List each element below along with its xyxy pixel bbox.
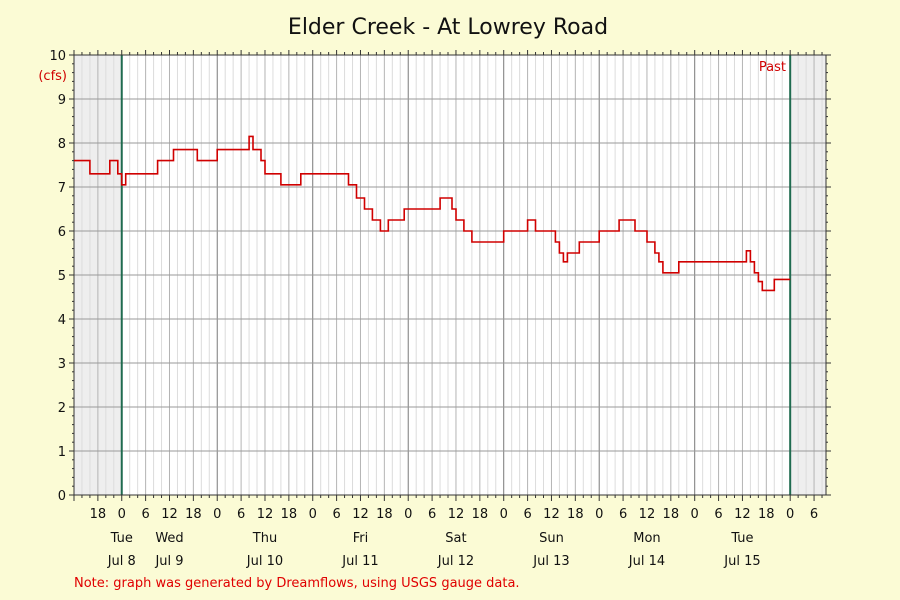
chart-title: Elder Creek - At Lowrey Road xyxy=(288,15,608,40)
y-tick-label: 2 xyxy=(58,401,66,416)
x-day-label: Thu xyxy=(252,531,277,546)
x-day-label: Wed xyxy=(155,531,183,546)
x-date-label: Jul 9 xyxy=(154,554,183,569)
x-hour-label: 0 xyxy=(118,507,126,522)
x-date-label: Jul 11 xyxy=(341,554,378,569)
x-hour-label: 18 xyxy=(376,507,393,522)
x-hour-label: 12 xyxy=(734,507,751,522)
x-date-label: Jul 13 xyxy=(532,554,569,569)
y-tick-label: 0 xyxy=(58,489,66,504)
x-hour-label: 0 xyxy=(309,507,317,522)
y-tick-label: 5 xyxy=(58,269,66,284)
x-day-label: Tue xyxy=(730,531,753,546)
footnote: Note: graph was generated by Dreamflows,… xyxy=(74,576,520,591)
x-hour-label: 6 xyxy=(141,507,149,522)
y-tick-label: 9 xyxy=(58,93,66,108)
y-tick-label: 10 xyxy=(49,49,66,64)
x-day-label: Tue xyxy=(110,531,133,546)
x-hour-label: 12 xyxy=(161,507,178,522)
x-hour-label: 0 xyxy=(691,507,699,522)
x-hour-label: 18 xyxy=(758,507,775,522)
x-date-label: Jul 10 xyxy=(246,554,283,569)
x-hour-label: 12 xyxy=(639,507,656,522)
x-hour-label: 0 xyxy=(404,507,412,522)
x-hour-label: 6 xyxy=(332,507,340,522)
x-hour-label: 18 xyxy=(472,507,489,522)
x-hour-label: 18 xyxy=(281,507,298,522)
x-day-label: Sat xyxy=(445,531,466,546)
x-day-label: Sun xyxy=(539,531,564,546)
x-hour-label: 18 xyxy=(567,507,584,522)
y-axis-unit-label: (cfs) xyxy=(38,69,67,84)
y-tick-label: 3 xyxy=(58,357,66,372)
y-tick-label: 6 xyxy=(58,225,66,240)
x-hour-label: 0 xyxy=(213,507,221,522)
x-date-label: Jul 8 xyxy=(107,554,136,569)
x-hour-label: 18 xyxy=(90,507,107,522)
plot-frame xyxy=(73,54,827,496)
x-hour-label: 18 xyxy=(663,507,680,522)
x-date-label: Jul 14 xyxy=(628,554,665,569)
x-hour-label: 6 xyxy=(428,507,436,522)
x-hour-label: 12 xyxy=(543,507,560,522)
x-hour-label: 12 xyxy=(257,507,274,522)
y-tick-label: 1 xyxy=(58,445,66,460)
y-tick-label: 7 xyxy=(58,181,66,196)
x-date-label: Jul 15 xyxy=(723,554,760,569)
x-hour-label: 6 xyxy=(619,507,627,522)
y-tick-label: 8 xyxy=(58,137,66,152)
x-hour-label: 0 xyxy=(500,507,508,522)
x-hour-label: 18 xyxy=(185,507,202,522)
x-day-label: Mon xyxy=(633,531,660,546)
x-hour-label: 12 xyxy=(352,507,369,522)
x-hour-label: 6 xyxy=(237,507,245,522)
x-hour-label: 0 xyxy=(595,507,603,522)
x-hour-label: 6 xyxy=(523,507,531,522)
x-date-label: Jul 12 xyxy=(437,554,474,569)
y-tick-label: 4 xyxy=(58,313,66,328)
x-hour-label: 6 xyxy=(714,507,722,522)
x-day-label: Fri xyxy=(353,531,369,546)
x-hour-label: 6 xyxy=(810,507,818,522)
x-hour-label: 12 xyxy=(448,507,465,522)
x-hour-label: 0 xyxy=(786,507,794,522)
past-label: Past xyxy=(759,60,786,75)
flow-series-line xyxy=(74,135,791,292)
